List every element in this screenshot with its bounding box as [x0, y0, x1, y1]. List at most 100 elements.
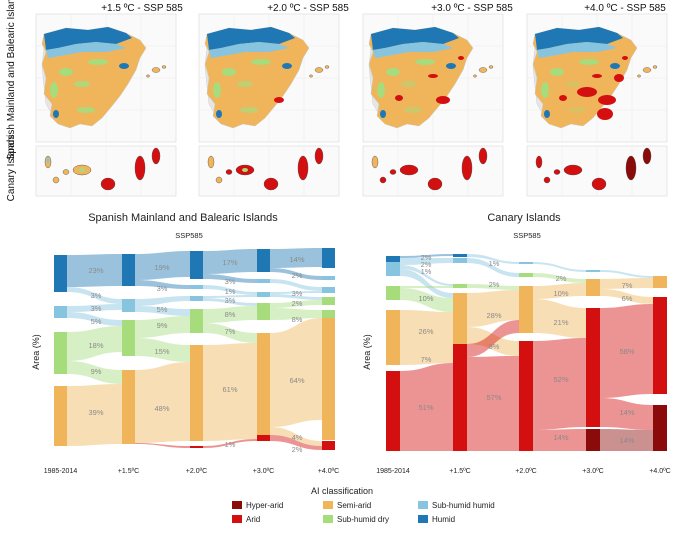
flow-label: 7% [622, 281, 633, 290]
flow-23 [203, 435, 257, 441]
node-4-5 [322, 318, 335, 440]
flow-label: 2% [421, 260, 432, 269]
flow-24 [600, 278, 653, 289]
node-1-1 [453, 258, 467, 263]
node-2-0 [190, 251, 203, 279]
flow-label: 3% [91, 304, 102, 313]
flow-7 [400, 310, 453, 346]
node-3-3 [586, 429, 600, 451]
legend-label: Humid [432, 515, 455, 524]
node-0-0 [386, 256, 400, 262]
node-4-2 [322, 287, 335, 293]
flow-label: 9% [91, 367, 102, 376]
flow-7 [135, 251, 190, 280]
flow-label: 64% [289, 376, 304, 385]
legend-item-arid: Arid [232, 515, 260, 524]
flow-label: 18% [88, 341, 103, 350]
flow-label: 8% [225, 310, 236, 319]
flow-0 [400, 254, 453, 258]
flow-16 [203, 274, 257, 283]
node-3-2 [586, 308, 600, 427]
node-0-1 [54, 306, 67, 318]
flow-label: 5% [91, 317, 102, 326]
flow-label: 57% [486, 393, 501, 402]
legend-label: Arid [246, 515, 260, 524]
legend-label: Semi-arid [337, 501, 371, 510]
flow-11 [135, 316, 190, 338]
flow-label: 2% [292, 445, 303, 454]
node-0-5 [386, 371, 400, 451]
map-canary-4 [526, 145, 668, 197]
row-label-canary: Canary Islands [6, 135, 17, 202]
node-4-4 [322, 310, 335, 318]
node-4-1 [653, 297, 667, 394]
flow-30 [270, 300, 322, 308]
node-1-1 [122, 299, 135, 312]
flow-15 [203, 249, 257, 274]
node-0-2 [54, 332, 67, 374]
flow-label: 1% [225, 440, 236, 449]
node-3-1 [257, 279, 270, 283]
node-0-0 [54, 255, 67, 292]
node-3-5 [257, 435, 270, 441]
node-4-1 [322, 276, 335, 280]
node-3-4 [257, 333, 270, 435]
node-0-1 [386, 262, 400, 269]
flow-8 [135, 280, 190, 289]
flow-26 [600, 304, 653, 398]
flow-label: 2% [489, 280, 500, 289]
flow-12 [135, 338, 190, 362]
flow-4 [67, 326, 122, 361]
legend-swatch [232, 515, 242, 523]
x-tick-3: +3.0ºC [582, 468, 603, 475]
legend-swatch [418, 515, 428, 523]
flow-label: 6% [622, 294, 633, 303]
flow-label: 14% [619, 408, 634, 417]
x-tick-4: +4.0ºC [318, 468, 339, 475]
node-1-3 [122, 370, 135, 444]
flow-17 [203, 285, 257, 295]
map-canary-2 [198, 145, 340, 197]
map-canary-1 [35, 145, 177, 197]
flow-21 [203, 323, 257, 343]
sankey-canary: Canary Islands SSP585 Area (%) 2%2%1%10%… [362, 212, 671, 475]
flow-label: 14% [553, 433, 568, 442]
flow-label: 17% [222, 258, 237, 267]
node-1-0 [453, 254, 467, 257]
legend-item-sub-humid-humid: Sub-humid humid [418, 501, 495, 510]
flow-32 [270, 318, 322, 427]
legend-item-semi-arid: Semi-arid [323, 501, 371, 510]
x-tick-4: +4.0ºC [649, 468, 670, 475]
flow-9 [400, 363, 453, 451]
node-0-4 [386, 310, 400, 365]
sankey-mainland: Spanish Mainland and Balearic Islands SS… [31, 212, 339, 475]
legend-item-humid: Humid [418, 515, 455, 524]
node-4-3 [322, 297, 335, 305]
col-title-2: +2.0 ºC - SSP 585 [267, 3, 349, 14]
flow-5 [400, 286, 453, 288]
flow-label: 8% [292, 315, 303, 324]
x-tick-1: +1.5ºC [118, 468, 139, 475]
flow-22 [203, 343, 257, 437]
flow-label: 26% [418, 327, 433, 336]
node-3-2 [257, 292, 270, 297]
flow-label: 14% [619, 436, 634, 445]
node-1-0 [122, 254, 135, 286]
flow-label: 1% [421, 267, 432, 276]
flow-label: 39% [88, 408, 103, 417]
sankey-mainland-title: Spanish Mainland and Balearic Islands [88, 212, 278, 224]
sankey-canary-title: Canary Islands [487, 212, 561, 224]
node-1-4 [453, 344, 467, 451]
node-0-2 [386, 269, 400, 276]
flow-label: 48% [154, 404, 169, 413]
map-mainland-3 [362, 13, 504, 143]
legend-swatch [232, 501, 242, 509]
map-mainland-2 [198, 13, 340, 143]
legend-item-sub-humid-dry: Sub-humid dry [323, 515, 389, 524]
flow-label: 3% [157, 284, 168, 293]
flow-label: 10% [553, 289, 568, 298]
x-tick-2: +2.0ºC [186, 468, 207, 475]
node-2-1 [190, 285, 203, 289]
node-3-0 [586, 270, 600, 272]
